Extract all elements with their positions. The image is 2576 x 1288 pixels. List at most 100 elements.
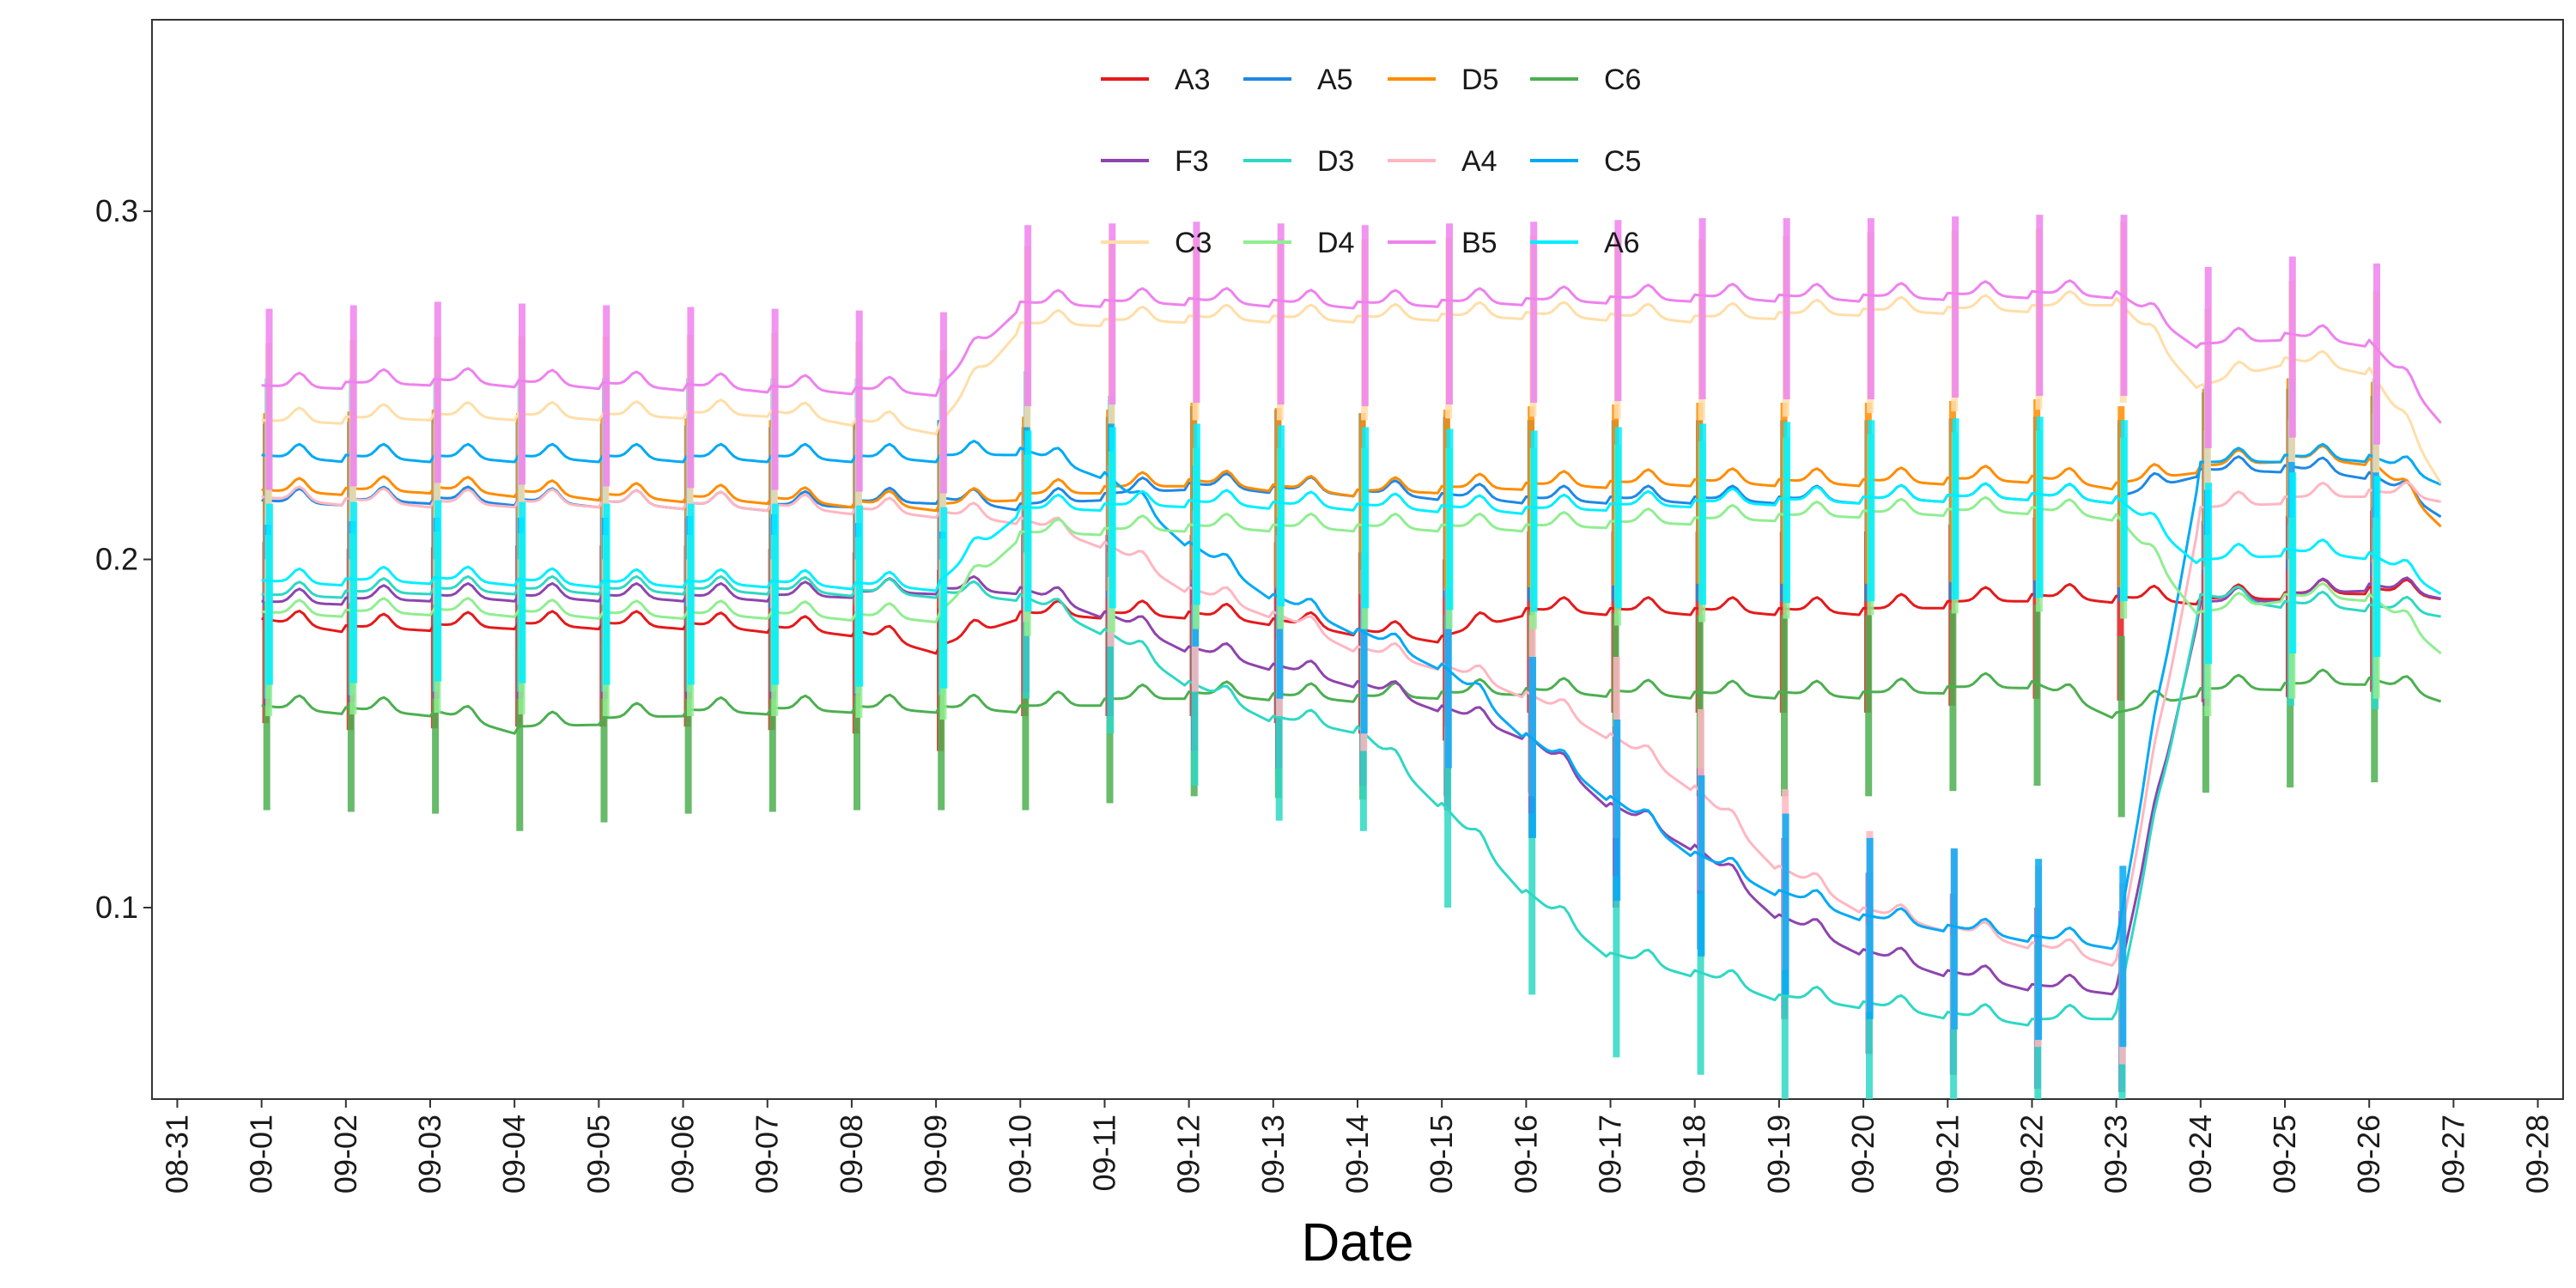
x-tick-label-09-23: 09-23 (2099, 1115, 2134, 1194)
x-tick-label-09-20: 09-20 (1845, 1115, 1880, 1194)
daily-spike-c6-19 (1781, 615, 1788, 797)
legend-label-b5: B5 (1461, 227, 1498, 259)
daily-spike-b5-5 (603, 305, 611, 487)
y-tick-label-0-3: 0.3 (95, 193, 138, 228)
daily-spike-a6-14 (1362, 427, 1370, 609)
series-line-d5 (261, 444, 2442, 528)
daily-spike-c5-17 (1613, 720, 1621, 901)
daily-spike-a6-21 (1952, 418, 1959, 600)
x-tick-label-09-03: 09-03 (412, 1115, 447, 1194)
legend: A3 A5 D5 C6 F3 D3 A4 C5 C3 D4 B5 A6 (1101, 64, 1641, 259)
legend-label-d5: D5 (1461, 64, 1498, 96)
x-tick-label-09-06: 09-06 (665, 1115, 701, 1194)
daily-spike-a6-8 (856, 505, 864, 687)
daily-spike-a6-19 (1783, 422, 1791, 604)
daily-spike-b5-11 (1109, 223, 1116, 405)
daily-spike-c6-23 (2117, 635, 2125, 817)
daily-spike-c5-18 (1698, 775, 1705, 957)
x-tick-label-09-17: 09-17 (1593, 1115, 1628, 1194)
daily-spike-c6-8 (854, 629, 860, 811)
x-tick-label-09-24: 09-24 (2183, 1115, 2218, 1194)
legend-label-a4: A4 (1461, 145, 1498, 178)
x-tick-label-09-13: 09-13 (1255, 1115, 1291, 1194)
series-layer (261, 215, 2442, 1099)
daily-spike-d3-19 (1781, 918, 1789, 1099)
daily-spike-b5-23 (2120, 215, 2128, 396)
daily-spike-d3-16 (1528, 813, 1536, 995)
series-line-a3 (261, 578, 2441, 655)
legend-label-d3: D3 (1317, 145, 1354, 178)
daily-spike-c6-18 (1696, 615, 1704, 797)
daily-spike-c5-14 (1360, 552, 1368, 734)
daily-spike-b5-19 (1783, 218, 1790, 399)
x-axis-title: Date (1302, 1213, 1414, 1273)
daily-spike-a6-2 (350, 501, 357, 683)
daily-spike-a6-10 (1024, 430, 1032, 612)
daily-spike-c6-22 (2033, 605, 2041, 787)
daily-spike-b5-8 (855, 310, 863, 492)
x-tick-label-09-26: 09-26 (2351, 1115, 2386, 1194)
x-tick-label-09-18: 09-18 (1677, 1115, 1712, 1194)
daily-spike-b5-17 (1614, 220, 1622, 402)
daily-spike-a6-17 (1614, 427, 1622, 609)
legend-label-c6: C6 (1604, 64, 1641, 96)
x-tick-label-09-27: 09-27 (2435, 1115, 2470, 1194)
daily-spike-b5-14 (1361, 225, 1369, 407)
daily-spike-c5-21 (1950, 848, 1958, 1030)
x-tick-label-09-12: 09-12 (1171, 1115, 1206, 1194)
y-tick-label-0-1: 0.1 (95, 890, 138, 925)
daily-spike-b5-12 (1193, 222, 1200, 404)
daily-spike-a6-15 (1446, 428, 1454, 611)
x-tick-label-09-28: 09-28 (2520, 1115, 2555, 1194)
daily-spike-c6-1 (263, 629, 270, 811)
x-tick-label-09-09: 09-09 (918, 1115, 953, 1194)
series-line-c6 (261, 668, 2442, 735)
series-line-a4 (261, 481, 2441, 967)
x-tick-label-09-11: 09-11 (1086, 1115, 1121, 1191)
x-tick-label-09-04: 09-04 (496, 1115, 532, 1194)
daily-spike-a6-9 (940, 507, 948, 689)
x-tick-label-09-02: 09-02 (328, 1115, 363, 1194)
daily-spike-b5-18 (1698, 218, 1706, 399)
daily-spike-c6-4 (516, 649, 524, 831)
daily-spike-b5-7 (771, 308, 779, 490)
daily-spike-b5-13 (1277, 223, 1285, 405)
daily-spike-c6-2 (347, 630, 355, 812)
daily-spike-a6-24 (2205, 483, 2212, 665)
daily-spike-a6-13 (1278, 425, 1285, 607)
series-line-c5 (261, 440, 2442, 951)
x-tick-label-09-10: 09-10 (1002, 1115, 1037, 1194)
x-tick-label-09-21: 09-21 (1929, 1115, 1965, 1194)
x-tick-label-09-15: 09-15 (1424, 1115, 1459, 1194)
daily-spike-c5-19 (1782, 813, 1789, 995)
legend-label-c3: C3 (1175, 227, 1212, 259)
daily-spike-b5-10 (1024, 225, 1032, 407)
x-tick-label-09-14: 09-14 (1340, 1115, 1375, 1194)
x-axis: 08-31 09-01 09-02 09-03 09-04 09-05 09-06 09-07… (159, 1099, 2555, 1194)
series-line-a6 (261, 482, 2442, 595)
daily-spike-b5-3 (434, 301, 441, 483)
daily-spike-c5-15 (1444, 586, 1452, 769)
daily-spike-c5-22 (2035, 859, 2043, 1041)
daily-spike-c6-20 (1865, 615, 1873, 797)
daily-spike-a6-20 (1868, 420, 1875, 602)
x-tick-label-09-08: 09-08 (834, 1115, 869, 1194)
daily-spike-a6-1 (265, 503, 273, 685)
daily-spike-c6-6 (684, 632, 692, 814)
y-axis: 0.1 0.2 0.3 (95, 193, 152, 925)
daily-spike-d3-18 (1697, 893, 1704, 1075)
daily-spike-b5-22 (2036, 215, 2044, 396)
y-tick-label-0-2: 0.2 (95, 542, 138, 577)
daily-spike-a6-26 (2373, 476, 2381, 658)
daily-spike-c5-20 (1866, 837, 1874, 1019)
daily-spike-b5-4 (519, 303, 526, 485)
daily-spike-d3-13 (1275, 639, 1283, 821)
daily-spike-b5-1 (265, 308, 273, 490)
daily-spike-d3-17 (1613, 876, 1620, 1058)
daily-spike-c6-10 (1022, 629, 1030, 811)
daily-spike-c6-5 (600, 641, 608, 823)
daily-spike-b5-20 (1867, 218, 1874, 399)
daily-spike-a6-11 (1109, 427, 1116, 609)
x-tick-label-09-07: 09-07 (750, 1115, 785, 1194)
